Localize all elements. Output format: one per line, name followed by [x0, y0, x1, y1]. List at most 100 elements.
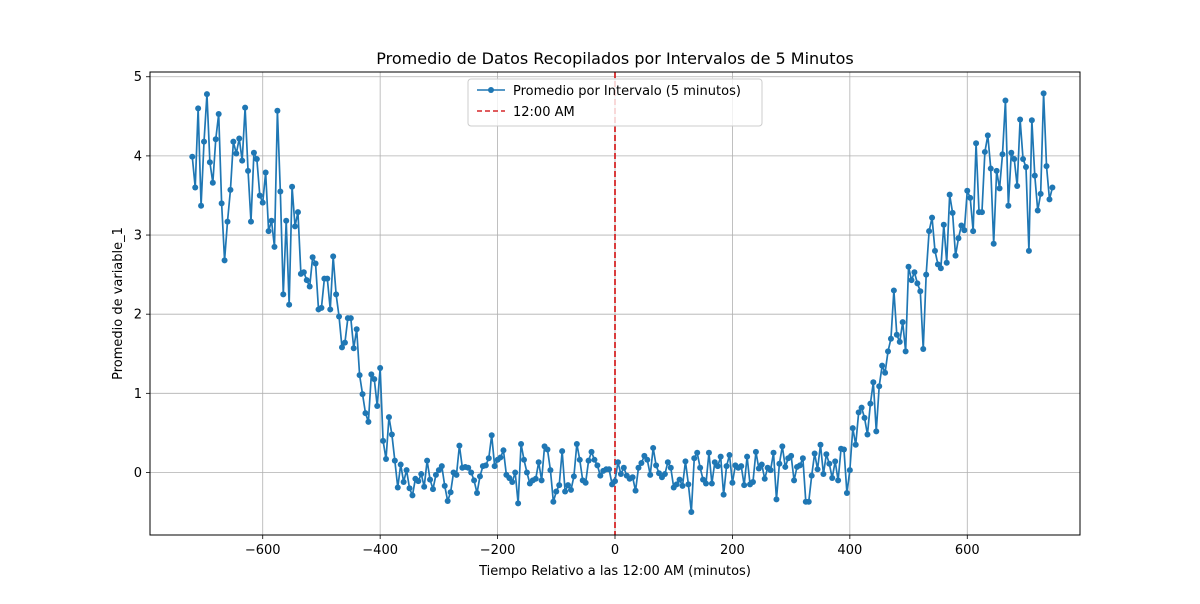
data-point: [914, 280, 921, 287]
data-point: [215, 110, 222, 117]
data-point: [265, 228, 272, 235]
data-point: [644, 456, 651, 463]
data-point: [964, 187, 971, 194]
data-point: [576, 456, 583, 463]
x-tick-label: 400: [837, 543, 862, 558]
data-point: [256, 192, 263, 199]
data-point: [882, 369, 889, 376]
data-point: [283, 217, 290, 224]
data-point: [826, 460, 833, 467]
data-point: [987, 165, 994, 172]
data-point: [247, 218, 254, 225]
data-point: [385, 414, 392, 421]
data-point: [212, 136, 219, 143]
y-tick-label: 0: [134, 466, 142, 481]
data-point: [673, 481, 680, 488]
data-point: [823, 451, 830, 458]
y-axis-ticks: 0 1 2 3 4 5: [134, 70, 150, 481]
data-point: [697, 464, 704, 471]
data-point: [294, 209, 301, 216]
data-point: [362, 410, 369, 417]
data-point: [444, 497, 451, 504]
x-tick-label: 0: [611, 543, 619, 558]
data-point: [770, 449, 777, 456]
y-axis-label: Promedio de variable_1: [111, 227, 126, 380]
data-point: [970, 228, 977, 235]
data-point: [917, 288, 924, 295]
data-point: [931, 247, 938, 254]
data-point: [738, 463, 745, 470]
data-point: [289, 183, 296, 190]
data-point: [500, 447, 507, 454]
data-point: [893, 331, 900, 338]
data-point: [1017, 116, 1024, 123]
data-point: [482, 462, 489, 469]
data-point: [999, 151, 1006, 158]
data-point: [368, 371, 375, 378]
data-point: [717, 453, 724, 460]
data-point: [547, 467, 554, 474]
data-point: [791, 477, 798, 484]
data-point: [515, 500, 522, 507]
data-point: [923, 271, 930, 278]
data-point: [318, 304, 325, 311]
data-point: [952, 252, 959, 259]
data-point: [403, 467, 410, 474]
data-point: [905, 263, 912, 270]
data-point: [984, 132, 991, 139]
data-point: [365, 418, 372, 425]
data-point: [341, 339, 348, 346]
data-point: [532, 475, 539, 482]
data-point: [811, 450, 818, 457]
data-point: [667, 464, 674, 471]
data-point: [926, 228, 933, 235]
data-point: [614, 459, 621, 466]
data-point: [890, 287, 897, 294]
data-point: [585, 457, 592, 464]
data-point: [776, 460, 783, 467]
data-point: [1005, 202, 1012, 209]
data-point: [796, 462, 803, 469]
data-point: [488, 432, 495, 439]
data-point: [653, 462, 660, 469]
data-point: [588, 448, 595, 455]
data-point: [573, 440, 580, 447]
data-point: [1008, 149, 1015, 156]
data-point: [726, 452, 733, 459]
data-point: [937, 265, 944, 272]
data-point: [612, 478, 618, 485]
data-point: [374, 402, 381, 409]
data-point: [864, 431, 871, 438]
data-point: [1002, 97, 1009, 104]
data-point: [946, 191, 953, 198]
legend-marker-series: [488, 87, 494, 93]
data-point: [814, 466, 821, 473]
data-point: [353, 326, 360, 333]
data-point: [943, 259, 950, 266]
data-point: [371, 376, 378, 383]
y-tick-label: 1: [134, 387, 142, 402]
data-point: [259, 199, 266, 206]
data-point: [565, 482, 572, 489]
data-point: [250, 149, 257, 156]
data-point: [846, 467, 853, 474]
data-point: [300, 269, 307, 276]
data-point: [327, 306, 334, 313]
data-point: [788, 452, 795, 459]
data-point: [1020, 156, 1027, 163]
data-point: [799, 455, 806, 462]
data-point: [556, 482, 563, 489]
data-point: [432, 471, 439, 478]
data-point: [497, 454, 504, 461]
data-point: [606, 466, 613, 473]
data-point: [447, 489, 454, 496]
data-point: [685, 481, 692, 488]
data-point: [201, 138, 208, 145]
data-point: [855, 409, 862, 416]
data-point: [676, 476, 683, 483]
data-point: [829, 475, 836, 482]
data-point: [286, 301, 293, 308]
data-point: [908, 277, 915, 284]
data-point: [277, 188, 284, 195]
data-point: [380, 437, 387, 444]
